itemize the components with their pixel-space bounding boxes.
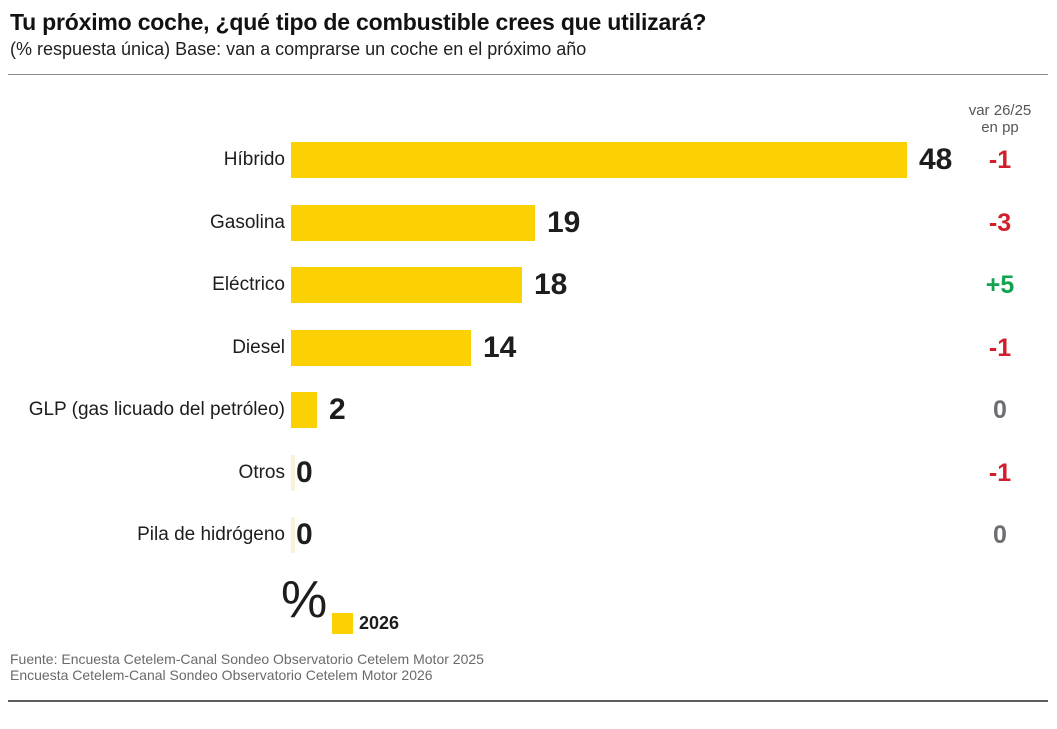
variation-value: -1 [988, 146, 1012, 174]
percent-unit-symbol: % [281, 571, 328, 629]
bar-row: Híbrido 48 -1 [0, 142, 1057, 178]
value-label: 0 [296, 518, 313, 551]
bottom-divider [8, 700, 1048, 702]
value-label: 2 [329, 393, 346, 426]
category-label: Diesel [232, 336, 285, 358]
bar-row: GLP (gas licuado del petróleo) 2 0 [0, 392, 1057, 428]
variation-value: -1 [988, 333, 1012, 362]
value-label: 48 [919, 143, 953, 176]
variation-value: +5 [985, 271, 1015, 299]
category-label: Pila de hidrógeno [137, 524, 285, 545]
legend-label-2026: 2026 [359, 613, 400, 633]
legend-swatch-2026 [332, 613, 353, 634]
source-line-2: Encuesta Cetelem-Canal Sondeo Observator… [10, 666, 433, 683]
category-label: Híbrido [223, 149, 285, 170]
bar-2026 [291, 517, 295, 553]
bar-row: Diesel 14 -1 [0, 329, 1057, 366]
variation-value: -1 [988, 458, 1012, 487]
bar-2026 [291, 204, 535, 241]
bar-row: Eléctrico 18 +5 [0, 267, 1057, 303]
category-label: Gasolina [210, 211, 285, 233]
variation-header-line2: en pp [981, 118, 1019, 136]
source-note: Fuente: Encuesta Cetelem-Canal Sondeo Ob… [10, 651, 484, 683]
bar-2026 [291, 392, 317, 428]
page-title: Tu próximo coche, ¿qué tipo de combustib… [10, 9, 707, 35]
variation-value: -3 [988, 208, 1012, 237]
category-label: Eléctrico [212, 274, 285, 295]
category-label: Otros [238, 461, 285, 483]
bar-2026 [291, 454, 295, 491]
value-label: 19 [547, 205, 581, 239]
category-label: GLP (gas licuado del petróleo) [28, 399, 285, 420]
variation-column-header: var 26/25 en pp [950, 102, 1050, 136]
variation-value: 0 [993, 396, 1007, 424]
bar-2026 [291, 142, 907, 178]
bar-row: Pila de hidrógeno 0 0 [0, 517, 1057, 553]
bar-row: Otros 0 -1 [0, 454, 1057, 491]
value-label: 18 [534, 268, 568, 301]
page-subtitle: (% respuesta única) Base: van a comprars… [10, 39, 587, 59]
bar-row: Gasolina 19 -3 [0, 204, 1057, 241]
variation-header-line1: var 26/25 [968, 102, 1032, 119]
value-label: 14 [483, 330, 517, 364]
bar-2026 [291, 267, 522, 303]
bar-2026 [291, 329, 471, 366]
top-divider [8, 74, 1048, 75]
value-label: 0 [296, 455, 313, 489]
variation-value: 0 [993, 521, 1007, 549]
source-line-1: Fuente: Encuesta Cetelem-Canal Sondeo Ob… [10, 651, 484, 667]
